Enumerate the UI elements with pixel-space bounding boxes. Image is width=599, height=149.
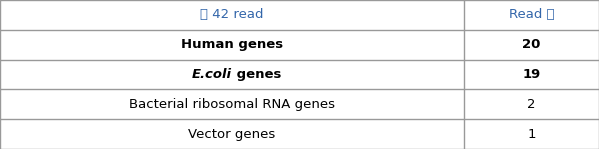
- Text: Read 수: Read 수: [509, 8, 555, 21]
- Text: 20: 20: [522, 38, 541, 51]
- Text: 쳙 42 read: 쳙 42 read: [200, 8, 264, 21]
- Text: genes: genes: [232, 68, 282, 81]
- Text: Bacterial ribosomal RNA genes: Bacterial ribosomal RNA genes: [129, 98, 335, 111]
- Text: Vector genes: Vector genes: [189, 128, 276, 141]
- Text: 1: 1: [527, 128, 536, 141]
- Text: E.coli: E.coli: [192, 68, 232, 81]
- Text: 19: 19: [522, 68, 541, 81]
- Text: 2: 2: [527, 98, 536, 111]
- Text: Human genes: Human genes: [181, 38, 283, 51]
